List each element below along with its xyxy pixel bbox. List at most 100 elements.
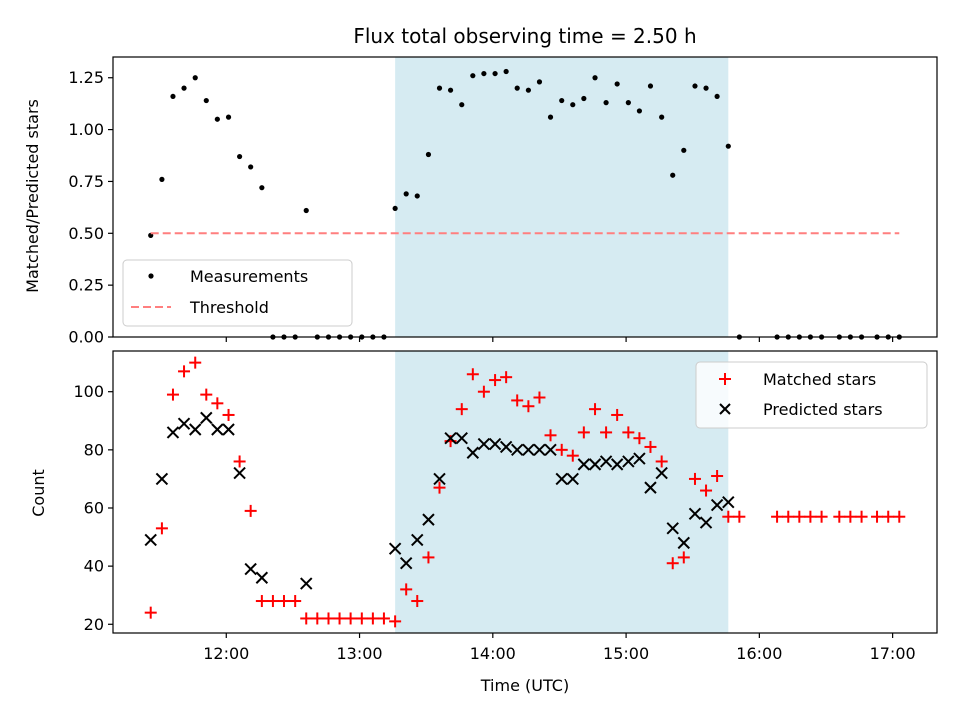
matched-point bbox=[815, 510, 828, 523]
predicted-point-b bbox=[644, 481, 657, 494]
legend-label-predicted: Predicted stars bbox=[763, 400, 883, 419]
measurement-point bbox=[447, 87, 454, 93]
matched-point bbox=[600, 426, 613, 439]
matched-point bbox=[211, 397, 224, 410]
predicted-point bbox=[300, 577, 313, 590]
matched-point bbox=[289, 595, 302, 608]
matched-point bbox=[771, 510, 784, 523]
matched-point bbox=[422, 551, 435, 564]
matched-point bbox=[893, 510, 906, 523]
x-tick-label: 17:00 bbox=[870, 644, 916, 663]
count-series bbox=[144, 356, 906, 628]
matched-point bbox=[622, 426, 635, 439]
predicted-point-b bbox=[677, 536, 690, 550]
predicted-point-b bbox=[233, 466, 246, 480]
ratio-axis-ticks: 0.00 0.25 0.50 0.75 1.00 1.25 bbox=[68, 68, 894, 347]
matched-point bbox=[477, 385, 490, 398]
measurement-point bbox=[714, 93, 720, 100]
predicted-point bbox=[588, 458, 602, 471]
measurement-point bbox=[625, 100, 631, 106]
x-tick-label: 13:00 bbox=[336, 644, 382, 663]
predicted-point-b bbox=[622, 455, 635, 468]
y-tick-label: 80 bbox=[84, 440, 104, 459]
predicted-point bbox=[222, 423, 235, 436]
matched-point bbox=[733, 510, 746, 523]
count-y-axis-label: Count bbox=[29, 469, 48, 517]
predicted-point-b bbox=[599, 455, 613, 468]
matched-point bbox=[400, 583, 413, 596]
matched-point bbox=[722, 510, 735, 523]
matched-point bbox=[433, 481, 446, 494]
predicted-point-b bbox=[155, 472, 169, 486]
predicted-point-b bbox=[433, 472, 446, 486]
matched-point bbox=[882, 510, 895, 523]
legend-label-measurements: Measurements bbox=[190, 267, 308, 286]
predicted-point-b bbox=[522, 443, 535, 457]
predicted-point bbox=[399, 557, 413, 570]
predicted-point-b bbox=[466, 446, 480, 459]
measurement-point bbox=[581, 95, 587, 102]
predicted-point bbox=[655, 466, 668, 480]
y-tick-label: 0.25 bbox=[68, 276, 104, 295]
measurement-point bbox=[647, 83, 654, 89]
measurement-point bbox=[592, 75, 598, 81]
matched-point bbox=[500, 371, 513, 384]
measurement-point bbox=[692, 83, 698, 89]
matched-point bbox=[782, 510, 795, 523]
predicted-point-b bbox=[399, 557, 413, 570]
matched-point bbox=[511, 394, 524, 407]
matched-point bbox=[366, 612, 379, 625]
y-tick-label: 60 bbox=[84, 498, 104, 517]
measurement-point bbox=[259, 185, 265, 191]
measurement-point bbox=[703, 85, 709, 91]
predicted-point bbox=[544, 443, 557, 457]
x-tick-label: 15:00 bbox=[603, 644, 649, 663]
measurement-point bbox=[225, 114, 232, 120]
measurement-point bbox=[492, 70, 498, 77]
predicted-point-b bbox=[499, 440, 513, 454]
y-tick-label: 1.00 bbox=[68, 120, 104, 139]
matched-point bbox=[466, 368, 479, 381]
measurement-point bbox=[636, 108, 643, 114]
measurement-point bbox=[603, 100, 609, 106]
predicted-point-b bbox=[300, 577, 313, 590]
predicted-point-b bbox=[633, 452, 646, 465]
predicted-point-b bbox=[655, 466, 668, 480]
measurement-point bbox=[659, 114, 665, 120]
matched-point bbox=[455, 403, 468, 416]
predicted-point-b bbox=[144, 533, 157, 547]
measurement-point bbox=[214, 116, 220, 122]
matched-point bbox=[344, 612, 357, 625]
count-axis-ticks: 20 40 60 80 100 12:00 13:00 14:00 15:00 16:00 17:0… bbox=[73, 382, 915, 663]
measurement-point bbox=[237, 153, 243, 160]
y-tick-label: 1.25 bbox=[68, 68, 104, 87]
measurement-point bbox=[392, 205, 398, 212]
predicted-point bbox=[255, 571, 269, 584]
measurement-point bbox=[570, 102, 576, 108]
predicted-point bbox=[566, 472, 579, 486]
predicted-point bbox=[211, 423, 224, 436]
observing-window-shade-top bbox=[395, 57, 729, 337]
matched-point bbox=[489, 374, 502, 387]
matched-point bbox=[666, 557, 679, 570]
predicted-point-b bbox=[488, 437, 502, 451]
measurement-point bbox=[203, 97, 209, 104]
predicted-point bbox=[722, 495, 735, 509]
matched-point bbox=[355, 612, 368, 625]
predicted-point bbox=[422, 513, 435, 526]
predicted-point bbox=[644, 481, 657, 494]
y-tick-label: 20 bbox=[84, 615, 104, 634]
predicted-point-b bbox=[688, 507, 702, 521]
predicted-point bbox=[177, 417, 191, 430]
predicted-point bbox=[466, 446, 480, 459]
predicted-point-b bbox=[588, 458, 602, 471]
matched-point bbox=[377, 612, 390, 625]
matched-point bbox=[389, 615, 402, 628]
measurement-point bbox=[725, 143, 731, 149]
matched-point bbox=[577, 426, 590, 439]
measurement-point bbox=[614, 81, 620, 87]
x-axis-label: Time (UTC) bbox=[480, 676, 569, 695]
predicted-point bbox=[200, 411, 213, 425]
predicted-point bbox=[233, 466, 246, 480]
